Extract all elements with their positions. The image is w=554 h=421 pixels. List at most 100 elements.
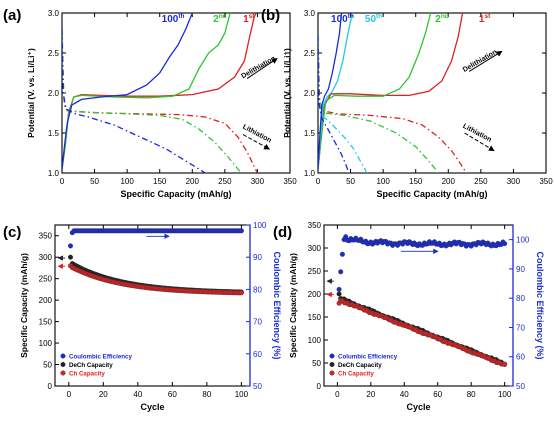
cycle-label-50th: 50th: [365, 13, 382, 25]
annotation-arrow: [242, 134, 271, 150]
y2-tick-label: 50: [516, 382, 525, 391]
series-ch-capacity: [336, 298, 508, 367]
x-axis-label: Cycle: [406, 402, 430, 412]
panel-label: (c): [3, 224, 21, 241]
panel-label: (a): [3, 7, 21, 24]
y2-axis-label: Coulombic Efficiency (%): [272, 251, 282, 359]
x-tick-label: 150: [409, 177, 423, 186]
series-columbic-efficiency: [336, 234, 508, 292]
legend-marker: [60, 362, 66, 368]
x-tick-label: 150: [153, 177, 167, 186]
y2-tick-label: 60: [516, 353, 525, 362]
x-tick-label: 250: [474, 177, 488, 186]
data-point: [502, 241, 508, 247]
legend-marker: [329, 353, 335, 359]
series-1st-charge: [318, 13, 464, 170]
legend-entry: DeCh Capacity: [338, 362, 382, 369]
y-tick-label: 1.0: [304, 169, 316, 178]
x-tick-label: 0: [316, 177, 321, 186]
plot-area: [67, 228, 244, 296]
series-100th-discharge: [318, 35, 350, 173]
legend-marker: [60, 370, 66, 376]
y-tick-label: 350: [39, 232, 53, 241]
y-tick-label: 300: [308, 244, 322, 253]
series-50th-charge: [318, 13, 354, 170]
cycle-label-2nd: 2nd: [213, 13, 227, 25]
x-axis-label: Cycle: [140, 402, 164, 412]
y-tick-label: 150: [39, 318, 53, 327]
cycle-label-100th: 100th: [162, 13, 185, 25]
y-tick-label: 2.0: [304, 89, 316, 98]
annotation-delithiation: Delithiation: [240, 55, 277, 80]
annotation-arrow: [468, 50, 503, 72]
x-tick-label: 350: [283, 177, 297, 186]
y2-tick-label: 80: [253, 285, 262, 294]
y-tick-label: 300: [39, 253, 53, 262]
x-tick-label: 250: [218, 177, 232, 186]
data-point: [339, 251, 345, 257]
plot-frame: [61, 12, 291, 174]
series-50th-discharge: [318, 35, 368, 173]
y-tick-label: 200: [308, 290, 322, 299]
x-tick-label: 40: [400, 390, 409, 399]
y-tick-label: 1.0: [48, 169, 60, 178]
y-axis-label: Potential (V. vs. Li/Li⁺): [282, 48, 292, 138]
plot-frame: [317, 12, 547, 174]
x-tick-label: 0: [67, 390, 72, 399]
y-axis-label: Specific Capacity (mAh/g): [19, 253, 29, 358]
panel-label: (b): [261, 7, 280, 24]
x-tick-label: 200: [442, 177, 456, 186]
plot-area: [62, 13, 258, 173]
y2-tick-label: 90: [253, 253, 262, 262]
x-axis-label: Specific Capacity (mAh/g): [120, 189, 231, 199]
x-tick-label: 300: [507, 177, 521, 186]
y-tick-label: 2.5: [304, 49, 316, 58]
y-tick-label: 250: [39, 275, 53, 284]
y-tick-label: 0: [317, 382, 322, 391]
y2-tick-label: 100: [516, 236, 530, 245]
y-tick-label: 100: [39, 339, 53, 348]
y-tick-label: 1.5: [48, 129, 60, 138]
legend-entry: Columbic Efficiency: [338, 354, 398, 361]
series-2nd-discharge: [62, 28, 242, 173]
panel-a: (a) 0 50 100 150 200 250 300 350 1.0 1.5 2.0 2.5 3.0 S…: [3, 7, 297, 199]
panel-b: (b) 0 50 100 150 200 250 300 350 1.0 1.5 2.0 2.5 3.0 S…: [261, 7, 553, 199]
annotation-lithiation: Lithiation: [241, 124, 272, 145]
x-tick-label: 350: [539, 177, 553, 186]
data-point: [502, 361, 508, 367]
y-tick-label: 250: [308, 267, 322, 276]
panel-d: (d) 0 20 40 60 80 100 0 50 100 150 200 250 300 350 50 60…: [273, 221, 545, 412]
x-tick-label: 100: [235, 390, 249, 399]
y-axis-label: Specific Capacity (mAh/g): [288, 253, 298, 358]
y-tick-label: 200: [39, 296, 53, 305]
y-tick-label: 350: [308, 221, 322, 230]
x-tick-label: 0: [60, 177, 65, 186]
y-tick-label: 3.0: [48, 9, 60, 18]
y2-tick-label: 90: [516, 265, 525, 274]
y-tick-label: 3.0: [304, 9, 316, 18]
cycle-label-100th: 100th: [331, 13, 354, 25]
y2-axis-label: Coulombic Efficiency (%): [535, 251, 545, 359]
annotation-delithiation: Delithiation: [462, 49, 499, 74]
x-tick-label: 80: [202, 390, 211, 399]
y-tick-label: 100: [308, 336, 322, 345]
legend-marker: [329, 362, 335, 368]
data-point: [67, 243, 73, 249]
series-100th-discharge: [62, 28, 206, 173]
y-tick-label: 50: [43, 361, 52, 370]
y-axis-label: Potential (V. vs. Li/Li⁺): [26, 48, 36, 138]
y2-tick-label: 70: [516, 323, 525, 332]
series-100th-charge: [318, 13, 343, 170]
x-tick-label: 100: [376, 177, 390, 186]
y2-tick-label: 100: [253, 221, 267, 230]
legend-entry: Ch Capacity: [338, 371, 374, 378]
data-point: [336, 291, 342, 297]
x-tick-label: 300: [251, 177, 265, 186]
legend-marker: [60, 353, 66, 359]
cycle-label-1st: 1st: [479, 13, 491, 25]
x-tick-label: 50: [346, 177, 355, 186]
x-tick-label: 50: [90, 177, 99, 186]
legend-marker: [329, 370, 335, 376]
panel-c: (c) 0 20 40 60 80 100 0 50 100 150 200 250 300 350 50 60…: [3, 221, 282, 412]
